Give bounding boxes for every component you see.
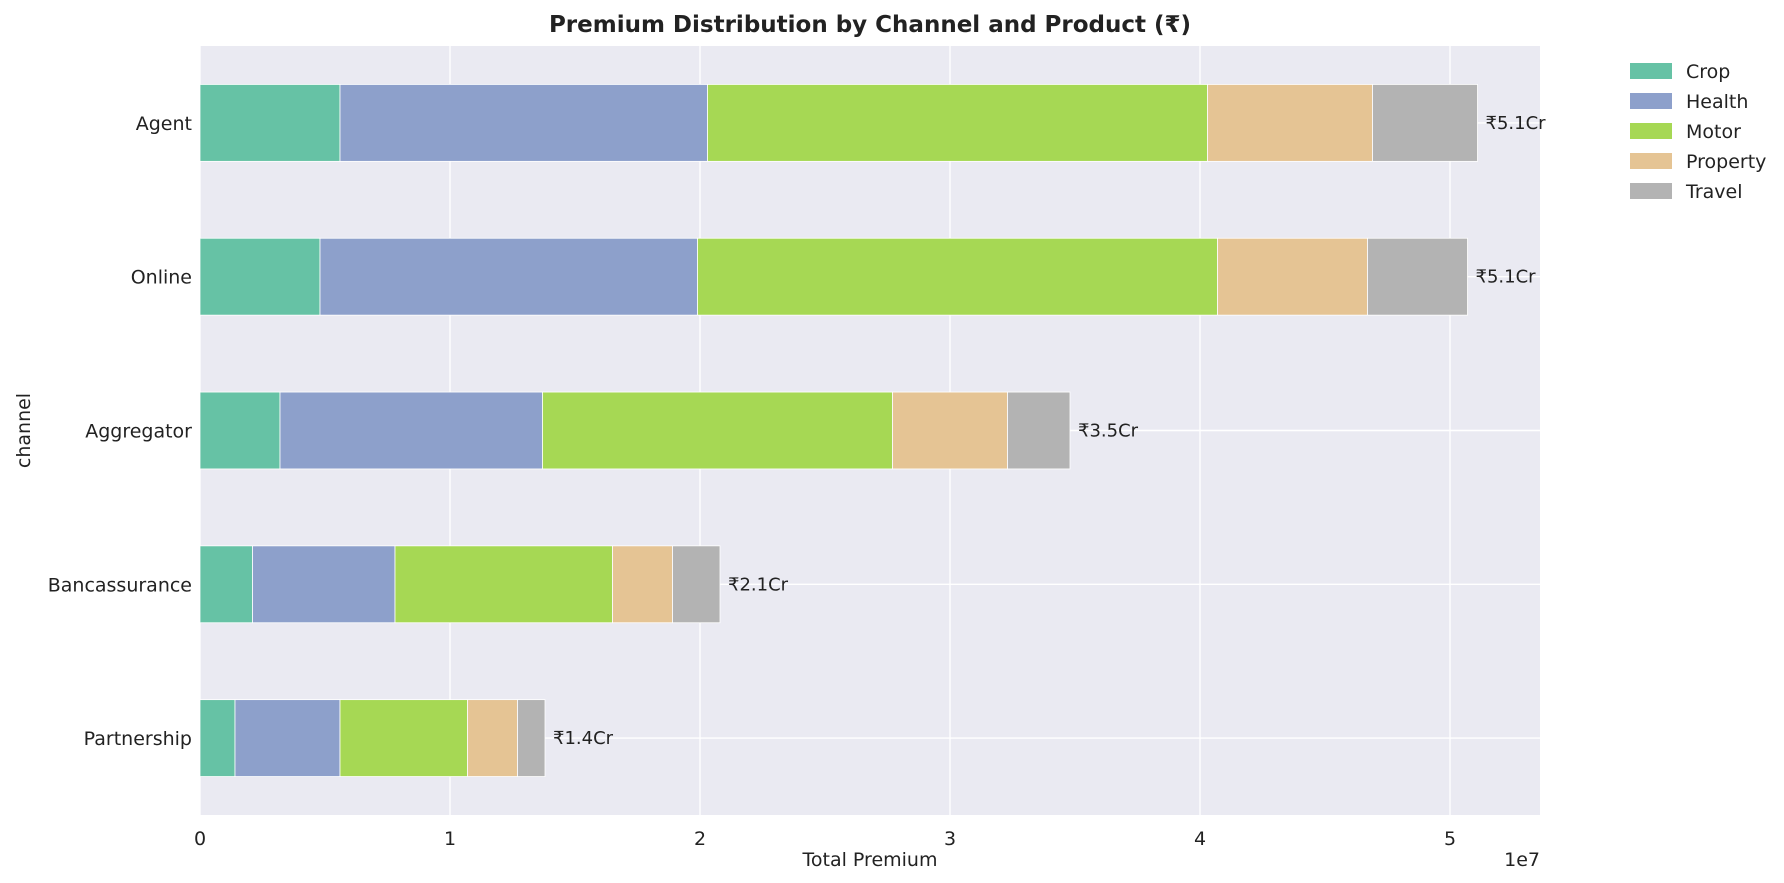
y-tick-group: Agent Online Aggregator Bancassurance Partne… (48, 113, 192, 750)
bar-travel-bancassurance (672, 545, 721, 624)
bar-motor-partnership (339, 699, 468, 777)
bar-motor-aggregator (542, 391, 893, 470)
bar-health-partnership (234, 699, 341, 777)
legend-label-motor: Motor (1686, 121, 1741, 143)
legend-swatch-health (1630, 93, 1672, 109)
legend-label-crop: Crop (1686, 61, 1730, 83)
bar-property-partnership (467, 699, 518, 777)
bar-property-aggregator (892, 391, 1008, 470)
bar-crop-bancassurance (199, 545, 253, 624)
legend-swatch-property (1630, 153, 1672, 169)
y-axis-label: channel (13, 393, 35, 468)
bar-property-online (1217, 237, 1368, 316)
x-axis-label: Total Premium (802, 849, 938, 871)
bar-property-bancassurance (612, 545, 673, 624)
x-offset-label: 1e7 (1504, 849, 1540, 871)
y-tick-label: Bancassurance (48, 574, 192, 596)
y-tick-label: Online (131, 267, 192, 289)
total-label-group: ₹5.1Cr ₹5.1Cr ₹3.5Cr ₹2.1Cr ₹1.4Cr (553, 113, 1546, 749)
y-tick-label: Aggregator (85, 421, 192, 443)
x-tick-label: 2 (694, 828, 706, 850)
total-label-agent: ₹5.1Cr (1486, 113, 1547, 134)
bar-crop-partnership (199, 699, 236, 777)
bar-travel-aggregator (1007, 391, 1071, 470)
bar-travel-online (1367, 237, 1468, 316)
total-label-online: ₹5.1Cr (1476, 267, 1537, 288)
bar-health-bancassurance (252, 545, 396, 624)
bar-crop-agent (199, 84, 341, 162)
bar-crop-online (199, 237, 321, 316)
bar-travel-agent (1372, 84, 1478, 162)
bar-health-online (319, 237, 698, 316)
y-tick-label: Agent (136, 113, 192, 135)
legend-label-travel: Travel (1685, 181, 1742, 203)
legend-swatch-travel (1630, 183, 1672, 199)
legend-swatch-motor (1630, 123, 1672, 139)
x-tick-label: 0 (194, 828, 206, 850)
y-tick-label: Partnership (84, 728, 192, 750)
bar-travel-partnership (517, 699, 546, 777)
legend-swatch-crop (1630, 63, 1672, 79)
total-label-bancassurance: ₹2.1Cr (728, 574, 789, 595)
bar-property-agent (1207, 84, 1373, 162)
bar-motor-agent (707, 84, 1208, 162)
bar-motor-bancassurance (394, 545, 613, 624)
bar-crop-aggregator (199, 391, 281, 470)
legend-label-health: Health (1686, 91, 1748, 113)
bar-health-agent (339, 84, 708, 162)
legend: Crop Health Motor Property Travel (1630, 61, 1766, 203)
chart-title: Premium Distribution by Channel and Prod… (549, 12, 1191, 38)
x-tick-label: 4 (1194, 828, 1206, 850)
bar-motor-online (697, 237, 1218, 316)
x-tick-label: 1 (444, 828, 456, 850)
x-tick-label: 5 (1444, 828, 1456, 850)
total-label-aggregator: ₹3.5Cr (1078, 421, 1139, 442)
bar-health-aggregator (279, 391, 543, 470)
legend-label-property: Property (1686, 151, 1766, 173)
bar-stack-group (199, 84, 1478, 777)
x-tick-group: 0 1 2 3 4 5 (194, 828, 1456, 850)
total-label-partnership: ₹1.4Cr (553, 728, 614, 749)
x-tick-label: 3 (944, 828, 956, 850)
